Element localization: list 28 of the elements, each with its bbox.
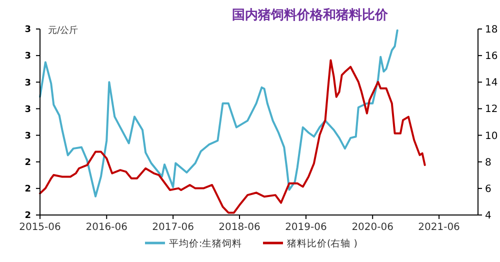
y-axis-title: 元/公斤 [48,25,78,36]
y-tick-label: 3 [24,78,31,88]
y-tick-label: 3 [24,52,31,62]
y-tick-label: 3 [24,25,31,36]
y-tick-label: 3 [24,104,31,115]
y-tick-label: 2 [24,158,31,168]
y2-tick-label: 18 [485,24,498,36]
line-series [39,59,426,214]
y-tick-label: 2 [24,184,31,195]
y2-tick-label: 4 [485,210,492,222]
x-tick-label: 2017-06 [152,222,194,233]
y2-tick-label: 12 [485,104,498,116]
y-tick-label: 2 [24,211,31,222]
x-tick-label: 2019-06 [285,222,327,233]
y2-tick-label: 8 [485,157,492,168]
x-tick-label: 2018-06 [218,222,260,233]
x-tick-label: 2021-06 [418,222,460,233]
x-tick-label: 2016-06 [86,222,128,233]
x-tick-label: 2015-06 [19,222,61,233]
y-tick-label: 3 [24,131,31,142]
y2-tick-label: 14 [485,78,498,89]
legend-label: 平均价:生猪饲料 [169,237,242,250]
chart-title: 国内猪饲料价格和猪料比价 [232,7,389,23]
y2-tick-label: 10 [485,130,498,142]
x-tick-label: 2020-06 [352,222,394,233]
y2-tick-label: 6 [485,184,492,195]
y2-tick-label: 16 [485,51,498,62]
legend-label: 猪料比价(右轴 ) [287,237,358,250]
